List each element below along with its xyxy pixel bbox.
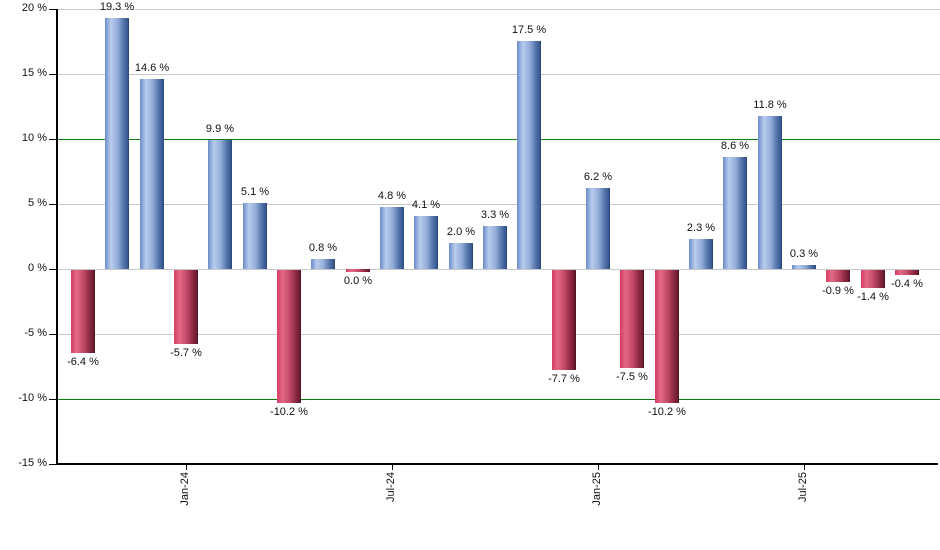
y-axis-tick (49, 399, 57, 400)
bar-month-20 (723, 157, 747, 269)
bar-month-14 (517, 41, 541, 269)
bar-value-label: 3.3 % (480, 209, 510, 221)
bar-value-label: -5.7 % (170, 347, 202, 359)
y-axis-tick-label: -5 % (24, 327, 47, 339)
bar-month-8 (311, 259, 335, 269)
bar-value-label: -0.9 % (822, 285, 854, 297)
gridline (58, 334, 940, 335)
y-axis-tick (49, 464, 57, 465)
y-axis-tick (49, 139, 57, 140)
x-axis-tick-label: Jul-24 (385, 472, 397, 502)
bar-month-17 (620, 270, 644, 368)
y-axis-tick-label: 20 % (21, 2, 47, 14)
y-axis-tick (49, 74, 57, 75)
bar-value-label: 0.8 % (308, 242, 338, 254)
bar-value-label: 9.9 % (205, 123, 235, 135)
bar-value-label: 6.2 % (583, 171, 613, 183)
y-axis-tick (49, 204, 57, 205)
y-axis-tick-label: -15 % (18, 457, 47, 469)
bar-month-22 (792, 265, 816, 269)
bar-month-9 (346, 269, 370, 272)
bar-value-label: -7.5 % (616, 371, 648, 383)
bar-month-15 (552, 270, 576, 370)
bar-month-19 (689, 239, 713, 269)
x-axis-tick (186, 464, 187, 470)
bar-value-label: 8.6 % (720, 140, 750, 152)
bar-value-label: 19.3 % (99, 1, 135, 13)
bar-month-1 (71, 270, 95, 353)
bar-value-label: -6.4 % (67, 356, 99, 368)
bar-value-label: 0.0 % (343, 275, 373, 287)
x-axis-line (56, 463, 938, 465)
bar-value-label: 17.5 % (511, 24, 547, 36)
green-threshold-line (58, 399, 940, 400)
bar-month-23 (826, 270, 850, 282)
bar-value-label: -10.2 % (270, 406, 308, 418)
gridline (58, 74, 940, 75)
x-axis-tick (804, 464, 805, 470)
bar-month-13 (483, 226, 507, 269)
bar-value-label: 11.8 % (753, 99, 787, 111)
bar-value-label: 4.1 % (411, 199, 441, 211)
x-axis-tick (598, 464, 599, 470)
bar-value-label: -7.7 % (548, 373, 580, 385)
y-axis-tick (49, 9, 57, 10)
x-axis-tick-label: Jan-25 (591, 472, 603, 506)
bar-value-label: 2.3 % (686, 222, 716, 234)
y-axis-tick-label: 15 % (21, 67, 47, 79)
bar-month-11 (414, 216, 438, 269)
y-axis-tick-label: 0 % (28, 262, 47, 274)
bar-value-label: 0.3 % (789, 248, 819, 260)
bar-value-label: 4.8 % (377, 190, 407, 202)
y-axis-tick-label: 5 % (28, 197, 47, 209)
gridline (58, 269, 940, 270)
bar-value-label: 2.0 % (446, 226, 476, 238)
gridline (58, 9, 940, 10)
bar-month-18 (655, 270, 679, 403)
y-axis-tick-label: -10 % (18, 392, 47, 404)
bar-month-10 (380, 207, 404, 269)
bar-value-label: -1.4 % (857, 291, 889, 303)
bar-month-3 (140, 79, 164, 269)
x-axis-tick-label: Jan-24 (179, 472, 191, 506)
bar-month-24 (861, 270, 885, 288)
gridline (58, 204, 940, 205)
bar-value-label: 5.1 % (240, 186, 270, 198)
y-axis-tick (49, 334, 57, 335)
bar-value-label: -10.2 % (648, 406, 686, 418)
bar-month-25 (895, 270, 919, 275)
bar-month-7 (277, 270, 301, 403)
bar-month-5 (208, 140, 232, 269)
y-axis-line (56, 9, 58, 465)
bar-month-2 (105, 18, 129, 269)
bar-month-21 (758, 116, 782, 269)
bar-value-label: -0.4 % (891, 278, 923, 290)
y-axis-tick-label: 10 % (21, 132, 47, 144)
y-axis-tick (49, 269, 57, 270)
x-axis-tick-label: Jul-25 (797, 472, 809, 502)
bar-month-4 (174, 270, 198, 344)
bar-month-6 (243, 203, 267, 269)
bar-value-label: 14.6 % (134, 62, 170, 74)
x-axis-tick (392, 464, 393, 470)
green-threshold-line (58, 139, 940, 140)
bar-month-16 (586, 188, 610, 269)
bar-month-12 (449, 243, 473, 269)
